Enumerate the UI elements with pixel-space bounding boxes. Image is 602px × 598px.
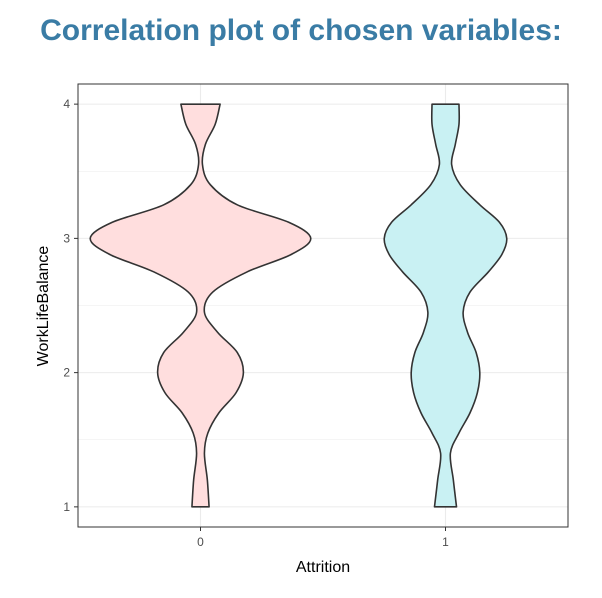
page-title: Correlation plot of chosen variables: bbox=[40, 14, 562, 47]
violin-1 bbox=[383, 103, 508, 508]
x-tick-label: 1 bbox=[442, 535, 449, 549]
grid-lines bbox=[78, 84, 568, 527]
x-axis-title: Attrition bbox=[296, 559, 350, 576]
y-tick-label: 2 bbox=[63, 366, 70, 380]
y-axis-ticks: 1 2 3 4 bbox=[63, 97, 78, 514]
y-axis-title: WorkLifeBalance bbox=[35, 246, 52, 367]
violin-0 bbox=[89, 103, 312, 508]
panel-border bbox=[77, 83, 569, 528]
y-tick-label: 4 bbox=[63, 97, 70, 111]
y-tick-label: 3 bbox=[63, 231, 70, 245]
x-tick-label: 0 bbox=[197, 535, 204, 549]
violins bbox=[89, 103, 508, 508]
y-tick-label: 1 bbox=[63, 500, 70, 514]
